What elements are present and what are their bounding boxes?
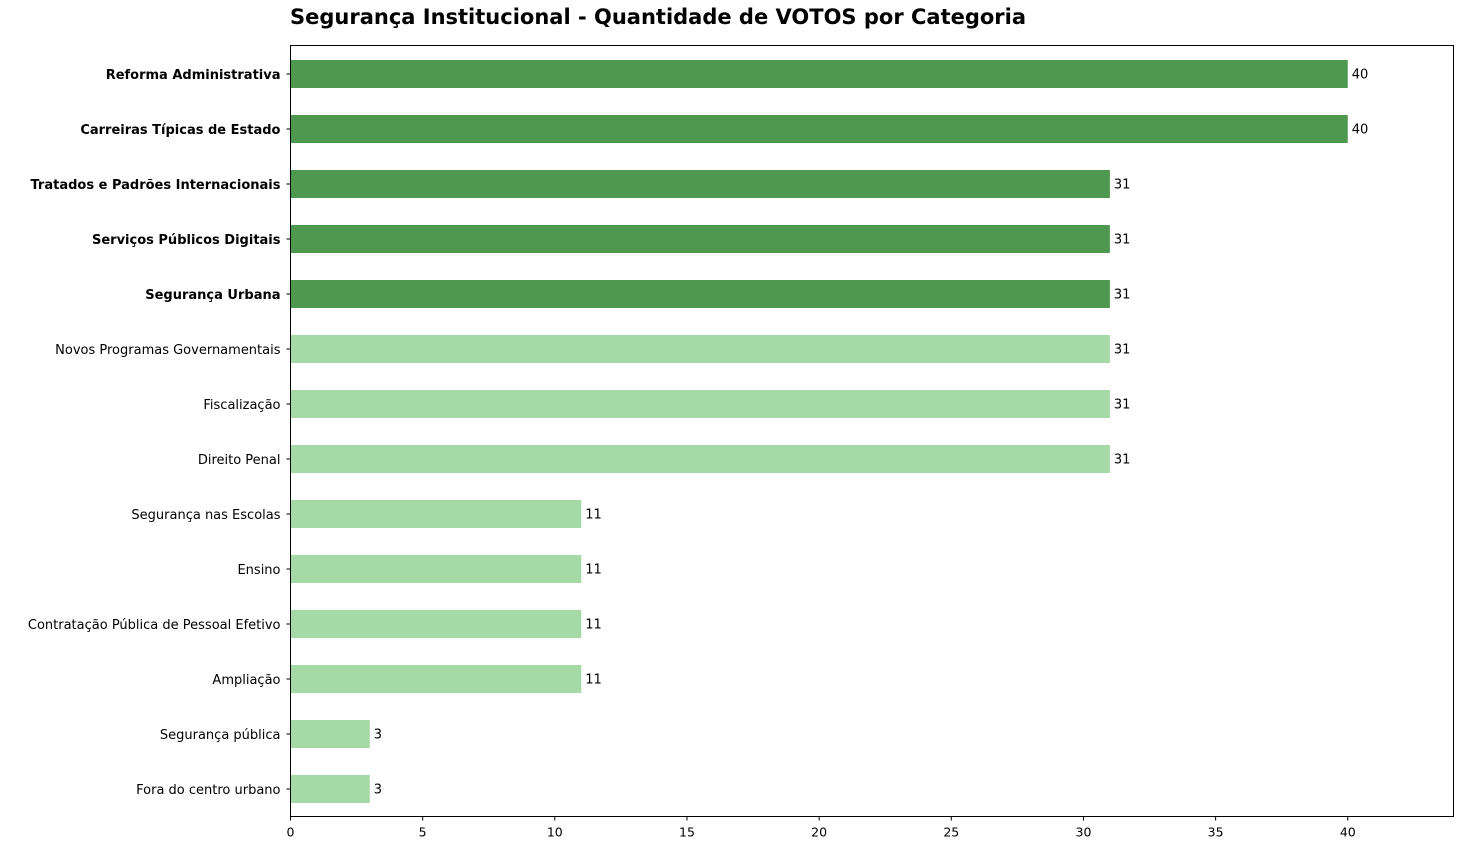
bar: [290, 170, 1110, 198]
category-label: Tratados e Padrões Internacionais: [30, 178, 280, 193]
bar-value-label: 3: [374, 728, 382, 743]
x-tick-label: 10: [547, 825, 563, 840]
bar: [290, 500, 582, 528]
bar-value-label: 40: [1352, 123, 1369, 138]
plot-frame: [290, 45, 1454, 817]
y-axis-ticks: Reforma Administrativa Carreiras Típicas …: [28, 68, 291, 798]
x-tick-label: 35: [1208, 825, 1224, 840]
category-label: Segurança Urbana: [145, 288, 280, 303]
category-label: Contratação Pública de Pessoal Efetivo: [28, 618, 281, 633]
bar-value-label: 31: [1114, 398, 1131, 413]
category-label: Novos Programas Governamentais: [55, 343, 281, 358]
bar: [290, 335, 1110, 363]
x-tick-label: 20: [811, 825, 827, 840]
x-tick-label: 5: [419, 825, 427, 840]
bar-value-label: 11: [585, 508, 602, 523]
bar: [290, 60, 1348, 88]
category-label: Fiscalização: [203, 398, 280, 413]
bar-value-label: 11: [585, 618, 602, 633]
category-label: Carreiras Típicas de Estado: [80, 123, 280, 138]
bar: [290, 115, 1348, 143]
chart-title: Segurança Institucional - Quantidade de …: [290, 5, 1027, 29]
bar-value-label: 31: [1114, 343, 1131, 358]
x-axis-ticks: 0 5 10 15 20 25 30 35 40: [287, 816, 1356, 840]
category-label: Ensino: [237, 563, 280, 578]
bar-value-label: 11: [585, 563, 602, 578]
x-tick-label: 0: [287, 825, 295, 840]
bar: [290, 775, 370, 803]
bars-layer: 40 40 31 31 31 31 31 31 11 11 11 11 3 3: [290, 60, 1368, 803]
bar: [290, 280, 1110, 308]
bar: [290, 445, 1110, 473]
category-label: Reforma Administrativa: [106, 68, 281, 83]
category-label: Direito Penal: [198, 453, 281, 468]
category-label: Segurança nas Escolas: [131, 508, 280, 523]
x-tick-label: 40: [1340, 825, 1356, 840]
category-label: Segurança pública: [160, 728, 281, 743]
bar-value-label: 31: [1114, 233, 1131, 248]
bar-value-label: 31: [1114, 288, 1131, 303]
x-tick-label: 25: [943, 825, 959, 840]
bar: [290, 720, 370, 748]
category-label: Fora do centro urbano: [136, 783, 280, 798]
bar-value-label: 3: [374, 783, 382, 798]
bar: [290, 665, 582, 693]
bar: [290, 390, 1110, 418]
bar: [290, 555, 582, 583]
x-tick-label: 15: [679, 825, 695, 840]
x-tick-label: 30: [1076, 825, 1092, 840]
bar: [290, 225, 1110, 253]
bar-value-label: 11: [585, 673, 602, 688]
category-label: Serviços Públicos Digitais: [92, 233, 281, 248]
category-label: Ampliação: [212, 673, 280, 688]
bar-value-label: 40: [1352, 68, 1369, 83]
bar-value-label: 31: [1114, 178, 1131, 193]
bar: [290, 610, 582, 638]
bar-value-label: 31: [1114, 453, 1131, 468]
